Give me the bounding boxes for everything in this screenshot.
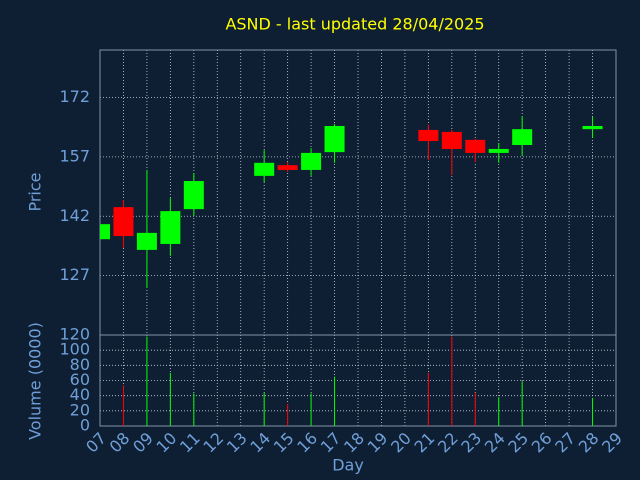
candle-body (441, 131, 462, 149)
y-tick-label: 157 (59, 146, 90, 165)
candle-body (324, 126, 345, 153)
candle-body (301, 152, 322, 170)
y-tick-label: 127 (59, 265, 90, 284)
candle-body (136, 232, 157, 250)
volume-tick-label: 40 (70, 385, 90, 404)
candle-body (100, 224, 110, 240)
candle-body (512, 129, 533, 145)
volume-tick-label: 100 (59, 340, 90, 359)
x-tick-label: 29 (598, 429, 626, 457)
volume-tick-label: 60 (70, 370, 90, 389)
candle-body (465, 139, 486, 153)
volume-tick-label: 0 (80, 416, 90, 435)
x-axis-label: Day (332, 456, 364, 475)
volume-axis-label: Volume (0000) (26, 322, 45, 440)
candle-body (183, 181, 204, 210)
candle-body (488, 148, 509, 153)
candle-body (160, 211, 181, 244)
volume-tick-label: 80 (70, 355, 90, 374)
y-tick-label: 172 (59, 87, 90, 106)
candle-body (582, 126, 603, 130)
y-axis-label: Price (26, 172, 45, 211)
candle-body (254, 162, 275, 176)
candle-body (418, 129, 439, 142)
chart-title: ASND - last updated 28/04/2025 (225, 15, 484, 34)
candle-body (277, 165, 298, 170)
volume-tick-label: 20 (70, 400, 90, 419)
candle-body (113, 207, 134, 237)
y-tick-label: 142 (59, 206, 90, 225)
volume-tick-label: 120 (59, 325, 90, 344)
